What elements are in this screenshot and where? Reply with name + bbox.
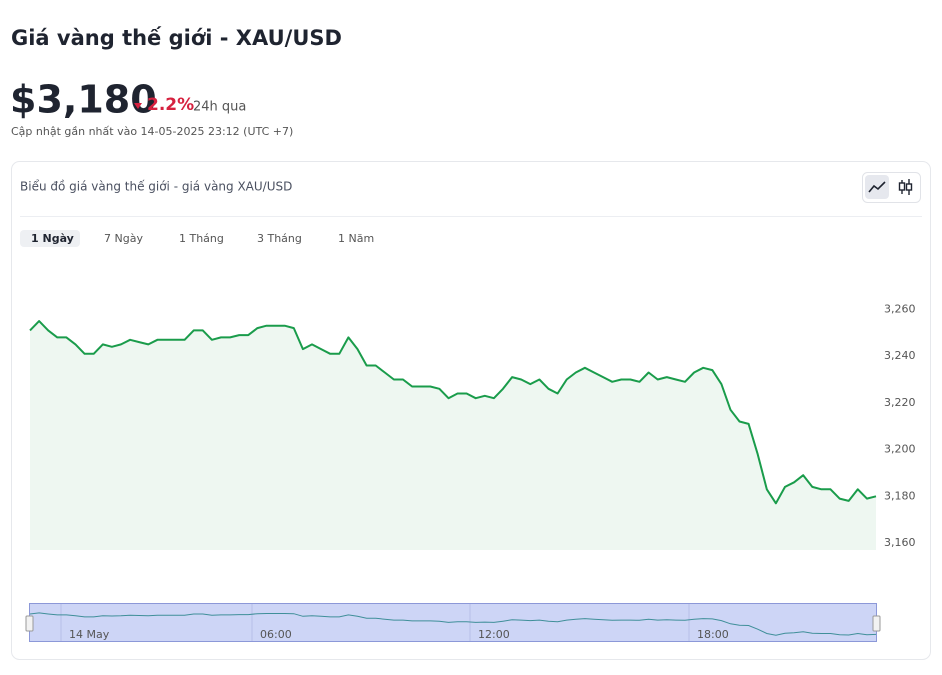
navigator-handle-right[interactable] bbox=[872, 615, 881, 632]
y-tick-label: 3,220 bbox=[884, 396, 916, 409]
range-tab[interactable]: 1 Ngày bbox=[31, 232, 74, 245]
navigator-label: 14 May bbox=[69, 628, 110, 641]
card-title: Biểu đồ giá vàng thế giới - giá vàng XAU… bbox=[20, 180, 292, 194]
navigator-line bbox=[29, 612, 877, 636]
candlestick-button[interactable] bbox=[898, 179, 913, 195]
active-tab-bg bbox=[20, 230, 80, 247]
y-tick-label: 3,160 bbox=[884, 536, 916, 549]
price-line bbox=[29, 320, 877, 505]
navigator-label: 06:00 bbox=[260, 628, 292, 641]
change-period: 24h qua bbox=[193, 100, 246, 115]
navigator-handle-left[interactable] bbox=[25, 615, 34, 632]
down-arrow bbox=[134, 103, 142, 109]
price-change: 2.2% bbox=[147, 95, 194, 115]
line-chart-button[interactable] bbox=[865, 175, 889, 199]
y-tick-label: 3,260 bbox=[884, 302, 916, 315]
y-tick-label: 3,240 bbox=[884, 349, 916, 362]
y-tick-label: 3,200 bbox=[884, 443, 916, 456]
page-title: Giá vàng thế giới - XAU/USD bbox=[11, 26, 342, 50]
navigator-label: 12:00 bbox=[478, 628, 510, 641]
range-tab[interactable]: 1 Tháng bbox=[179, 232, 224, 245]
price: $3,180 bbox=[10, 78, 157, 122]
updated-time: Cập nhật gần nhất vào 14-05-2025 23:12 (… bbox=[11, 125, 293, 138]
range-tab[interactable]: 3 Tháng bbox=[257, 232, 302, 245]
y-tick-label: 3,180 bbox=[884, 489, 916, 502]
range-tab[interactable]: 1 Năm bbox=[338, 232, 374, 245]
navigator-label: 18:00 bbox=[697, 628, 729, 641]
range-tab[interactable]: 7 Ngày bbox=[104, 232, 143, 245]
